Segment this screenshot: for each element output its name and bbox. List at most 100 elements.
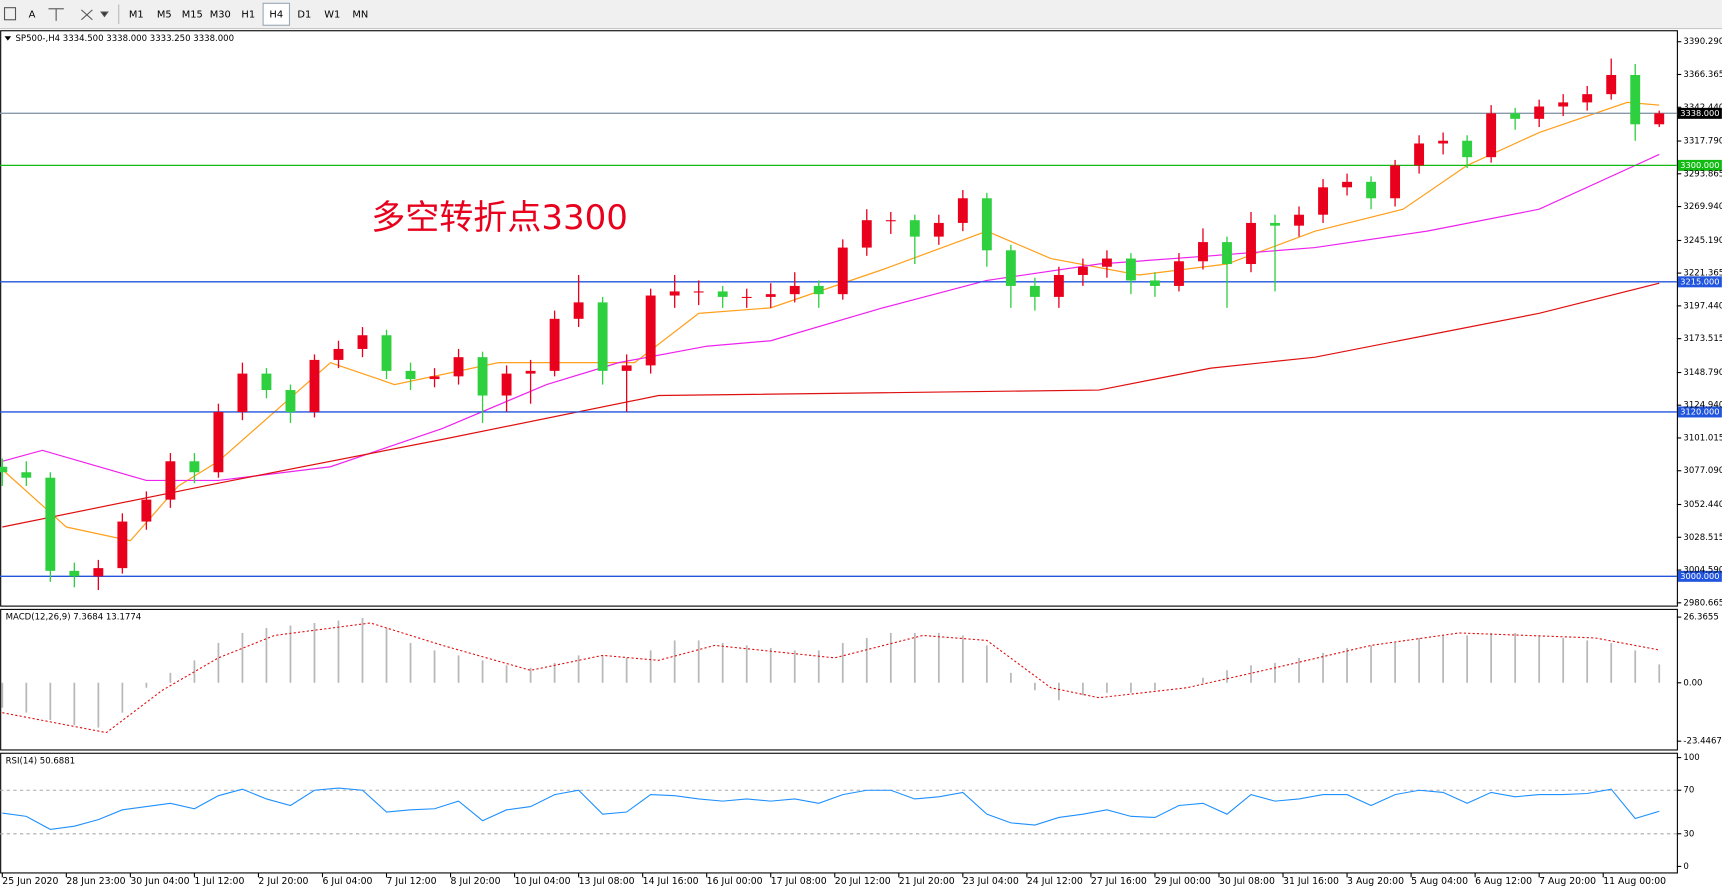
rsi-line	[2, 787, 1660, 830]
candle-body	[861, 220, 872, 248]
candle-body	[1270, 222, 1280, 226]
x-tick-label: 3 Aug 20:00	[1347, 876, 1404, 887]
x-tick-label: 30 Jun 04:00	[130, 876, 189, 887]
panel-frame	[0, 608, 1678, 751]
candle-body	[909, 220, 920, 237]
candle-body	[813, 285, 824, 295]
candle-body	[1342, 181, 1352, 188]
objects-icon[interactable]	[81, 9, 93, 21]
y-tick-label: 3148.790	[1683, 368, 1722, 378]
x-tick-label: 7 Aug 20:00	[1539, 876, 1596, 887]
candle-body	[141, 499, 152, 522]
candle-body	[1005, 250, 1016, 286]
y-tick-label: 3342.440	[1683, 103, 1722, 113]
font-button[interactable]: A	[29, 9, 36, 20]
candle-body	[1534, 106, 1545, 119]
candle-body	[1150, 280, 1160, 286]
price-label-box	[1677, 107, 1722, 119]
candle-body	[837, 247, 848, 295]
x-tick-label: 21 Jul 20:00	[899, 876, 955, 887]
price-label-box	[1677, 276, 1722, 288]
candle-body	[1582, 94, 1593, 103]
y-tick-label: 3197.440	[1683, 301, 1722, 311]
candle-body	[981, 198, 992, 251]
candle-body	[645, 295, 656, 366]
candle-body	[477, 357, 488, 396]
timeframe-button[interactable]: M1	[129, 9, 144, 20]
price-label: 3215.000	[1680, 276, 1719, 286]
y-tick-label: 0.00	[1683, 678, 1702, 688]
x-tick-label: 5 Aug 04:00	[1411, 876, 1468, 887]
price-label: 3338.000	[1680, 108, 1719, 118]
timeframes: M1 M5 M15 M30 H1 H4 D1 W1 MN	[129, 2, 368, 26]
candle-body	[957, 198, 968, 223]
timeframe-button[interactable]: H1	[241, 9, 255, 20]
candle-body	[429, 376, 440, 380]
y-tick-label: -23.4467	[1683, 737, 1721, 747]
candle-body	[933, 222, 944, 237]
y-tick-label: 3077.090	[1683, 466, 1722, 476]
candle-body	[1630, 74, 1641, 125]
candle-body	[309, 359, 320, 412]
candle-body	[525, 370, 536, 374]
timeframe-button[interactable]: M5	[157, 9, 172, 20]
cursor-icon[interactable]	[3, 7, 17, 21]
x-tick-label: 6 Aug 12:00	[1475, 876, 1532, 887]
candle-body	[117, 521, 128, 569]
price-label: 3120.000	[1680, 406, 1719, 416]
y-tick-label: 3173.515	[1683, 334, 1722, 344]
x-tick-label: 28 Jun 23:00	[66, 876, 125, 887]
x-tick-label: 25 Jun 2020	[2, 876, 58, 887]
candle-body	[237, 373, 248, 412]
candle-body	[69, 570, 80, 577]
timeframe-button[interactable]: MN	[352, 9, 368, 20]
y-tick-label: 30	[1683, 829, 1694, 839]
candle-body	[405, 370, 416, 380]
price-label-box	[1677, 570, 1722, 582]
y-tick-label: 3366.365	[1683, 70, 1722, 80]
price-label: 3300.000	[1680, 160, 1719, 170]
candle-body	[501, 373, 512, 396]
candle-body	[261, 373, 272, 391]
x-tick-label: 14 Jul 16:00	[643, 876, 699, 887]
candle-body	[357, 335, 368, 349]
active-timeframe	[262, 2, 291, 26]
candle-body	[789, 285, 800, 295]
x-tick-label: 30 Jul 08:00	[1219, 876, 1275, 887]
candle-body	[1606, 74, 1617, 95]
candle-body	[381, 335, 392, 371]
timeframe-button[interactable]: D1	[297, 9, 311, 20]
x-tick-label: 10 Jul 04:00	[515, 876, 571, 887]
y-tick-label: 70	[1683, 786, 1694, 796]
candle-body	[453, 357, 464, 377]
candle-body	[549, 318, 560, 371]
y-tick-label: 3221.365	[1683, 269, 1722, 279]
x-tick-label: 31 Jul 16:00	[1283, 876, 1339, 887]
x-tick-label: 17 Jul 08:00	[771, 876, 827, 887]
timeframe-button[interactable]: H4	[269, 9, 283, 20]
timeframe-button[interactable]: M15	[182, 9, 203, 20]
candle-body	[285, 390, 296, 412]
candle-body	[1510, 113, 1521, 119]
y-tick-label: 3028.515	[1683, 533, 1722, 543]
annotation: 多空转折点3300	[371, 198, 628, 238]
candle-body	[885, 220, 896, 222]
candle-body	[213, 411, 224, 473]
toolbar	[0, 0, 1722, 29]
candle-body	[693, 291, 704, 293]
x-tick-label: 23 Jul 04:00	[963, 876, 1019, 887]
menu-arrow[interactable]	[4, 36, 12, 41]
timeframe-button[interactable]: W1	[324, 9, 340, 20]
x-tick-label: 11 Aug 00:00	[1603, 876, 1666, 887]
y-tick-label: 0	[1683, 862, 1688, 872]
dropdown-arrow[interactable]	[100, 11, 109, 18]
candle-body	[1246, 222, 1256, 265]
candle-body	[1174, 261, 1184, 286]
candle-body	[1294, 214, 1304, 226]
panel-frame	[0, 752, 1678, 874]
timeframe-button[interactable]: M30	[210, 9, 231, 20]
x-tick-label: 24 Jul 12:00	[1027, 876, 1083, 887]
candle-body	[597, 302, 608, 371]
